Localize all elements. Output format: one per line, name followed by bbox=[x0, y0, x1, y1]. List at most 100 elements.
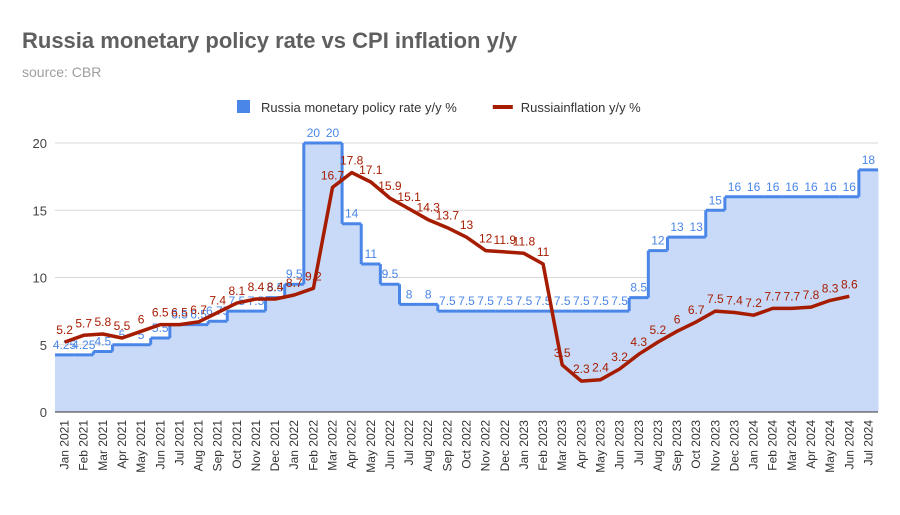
data-label: 16 bbox=[785, 180, 799, 194]
x-tick-label: Jan 2022 bbox=[287, 420, 301, 470]
x-tick-label: Apr 2024 bbox=[804, 420, 818, 469]
x-tick-label: Jun 2021 bbox=[153, 420, 167, 470]
area-step bbox=[284, 284, 305, 412]
data-label: 6 bbox=[674, 312, 681, 326]
data-label: 15 bbox=[709, 193, 723, 207]
area-step bbox=[858, 169, 879, 412]
area-step bbox=[571, 311, 592, 412]
x-tick-label: May 2023 bbox=[593, 420, 607, 473]
data-label: 9.5 bbox=[382, 267, 399, 281]
area-step bbox=[648, 250, 668, 412]
area-step bbox=[495, 311, 515, 412]
data-label: 8.1 bbox=[228, 284, 245, 298]
data-label: 7.5 bbox=[439, 294, 456, 308]
area-step bbox=[782, 196, 802, 412]
data-label: 7.5 bbox=[477, 294, 494, 308]
area-step bbox=[55, 354, 75, 412]
data-label: 5 bbox=[119, 328, 126, 342]
data-label: 3.2 bbox=[611, 350, 628, 364]
x-tick-label: May 2022 bbox=[364, 420, 378, 473]
data-label: 8.6 bbox=[841, 277, 858, 291]
x-tick-label: Aug 2023 bbox=[651, 420, 665, 472]
data-label: 17.8 bbox=[340, 154, 364, 168]
data-label: 5.2 bbox=[56, 323, 73, 337]
x-tick-label: Nov 2022 bbox=[479, 420, 493, 472]
x-tick-label: Mar 2022 bbox=[326, 420, 340, 471]
data-label: 13 bbox=[670, 220, 684, 234]
data-label: 8.4 bbox=[267, 280, 284, 294]
x-tick-label: Jan 2021 bbox=[58, 420, 72, 470]
area-step bbox=[820, 196, 841, 412]
data-label: 17.1 bbox=[359, 163, 383, 177]
x-tick-label: Dec 2022 bbox=[498, 420, 512, 472]
x-tick-label: Nov 2023 bbox=[708, 420, 722, 472]
x-tick-label: Oct 2021 bbox=[230, 420, 244, 469]
data-label: 6.7 bbox=[688, 303, 705, 317]
data-label: 4.25 bbox=[72, 338, 96, 352]
area-step bbox=[724, 196, 745, 412]
area-step bbox=[265, 297, 286, 412]
y-tick-label: 0 bbox=[40, 405, 47, 420]
chart-title: Russia monetary policy rate vs CPI infla… bbox=[22, 28, 518, 53]
data-label: 7.7 bbox=[764, 289, 781, 303]
data-label: 6.5 bbox=[171, 308, 188, 322]
x-tick-label: Jul 2022 bbox=[402, 420, 416, 466]
area-step bbox=[361, 264, 381, 412]
data-label: 16 bbox=[747, 180, 761, 194]
data-label: 14.3 bbox=[417, 201, 441, 215]
area-step bbox=[801, 196, 822, 412]
data-label: 7.4 bbox=[209, 293, 226, 307]
x-tick-label: Jun 2023 bbox=[613, 420, 627, 470]
area-step bbox=[437, 311, 458, 412]
data-label: 16 bbox=[843, 180, 857, 194]
area-step bbox=[399, 304, 420, 412]
x-tick-label: Oct 2023 bbox=[689, 420, 703, 469]
x-tick-label: Sep 2023 bbox=[670, 420, 684, 472]
area-step bbox=[112, 344, 133, 412]
data-label: 2.4 bbox=[592, 361, 609, 375]
area-step bbox=[208, 321, 228, 412]
data-label: 8.3 bbox=[822, 281, 839, 295]
data-label: 5 bbox=[138, 328, 145, 342]
data-label: 7.8 bbox=[803, 288, 820, 302]
x-tick-label: Dec 2021 bbox=[268, 420, 282, 472]
x-tick-label: Jun 2024 bbox=[842, 420, 856, 470]
data-label: 11 bbox=[365, 247, 378, 261]
x-tick-label: Jul 2024 bbox=[861, 420, 875, 466]
area-step bbox=[131, 344, 152, 412]
area-step bbox=[418, 304, 439, 412]
data-label: 20 bbox=[307, 126, 321, 140]
data-label: 7.5 bbox=[496, 294, 513, 308]
data-label: 7.2 bbox=[745, 296, 762, 310]
x-tick-label: Mar 2021 bbox=[96, 420, 110, 471]
data-label: 15.9 bbox=[378, 179, 402, 193]
data-label: 7.5 bbox=[707, 292, 724, 306]
area-step bbox=[74, 354, 94, 412]
x-tick-label: Feb 2022 bbox=[306, 420, 320, 471]
x-tick-label: Jan 2023 bbox=[517, 420, 531, 470]
x-tick-label: Mar 2024 bbox=[785, 420, 799, 471]
data-label: 15.1 bbox=[397, 190, 421, 204]
data-label: 7.5 bbox=[516, 294, 533, 308]
x-tick-label: Sep 2021 bbox=[211, 420, 225, 472]
area-step bbox=[667, 237, 688, 412]
data-label: 11 bbox=[537, 245, 550, 259]
data-label: 7.7 bbox=[784, 289, 801, 303]
data-label: 5.2 bbox=[650, 323, 667, 337]
data-label: 8.5 bbox=[630, 281, 647, 295]
data-label: 7.5 bbox=[554, 294, 571, 308]
x-tick-label: Jan 2024 bbox=[747, 420, 761, 470]
area-step bbox=[188, 324, 209, 412]
y-tick-label: 10 bbox=[33, 271, 47, 286]
data-label: 9.5 bbox=[286, 267, 303, 281]
data-label: 8.4 bbox=[248, 280, 265, 294]
data-label: 16 bbox=[728, 180, 742, 194]
data-label: 16 bbox=[804, 180, 818, 194]
x-tick-label: Nov 2021 bbox=[249, 420, 263, 472]
data-label: 16 bbox=[823, 180, 837, 194]
x-tick-label: Jul 2021 bbox=[172, 420, 186, 466]
legend-label: Russia monetary policy rate y/y % bbox=[261, 100, 457, 115]
data-label: 8.7 bbox=[286, 276, 303, 290]
area-step bbox=[686, 237, 707, 412]
